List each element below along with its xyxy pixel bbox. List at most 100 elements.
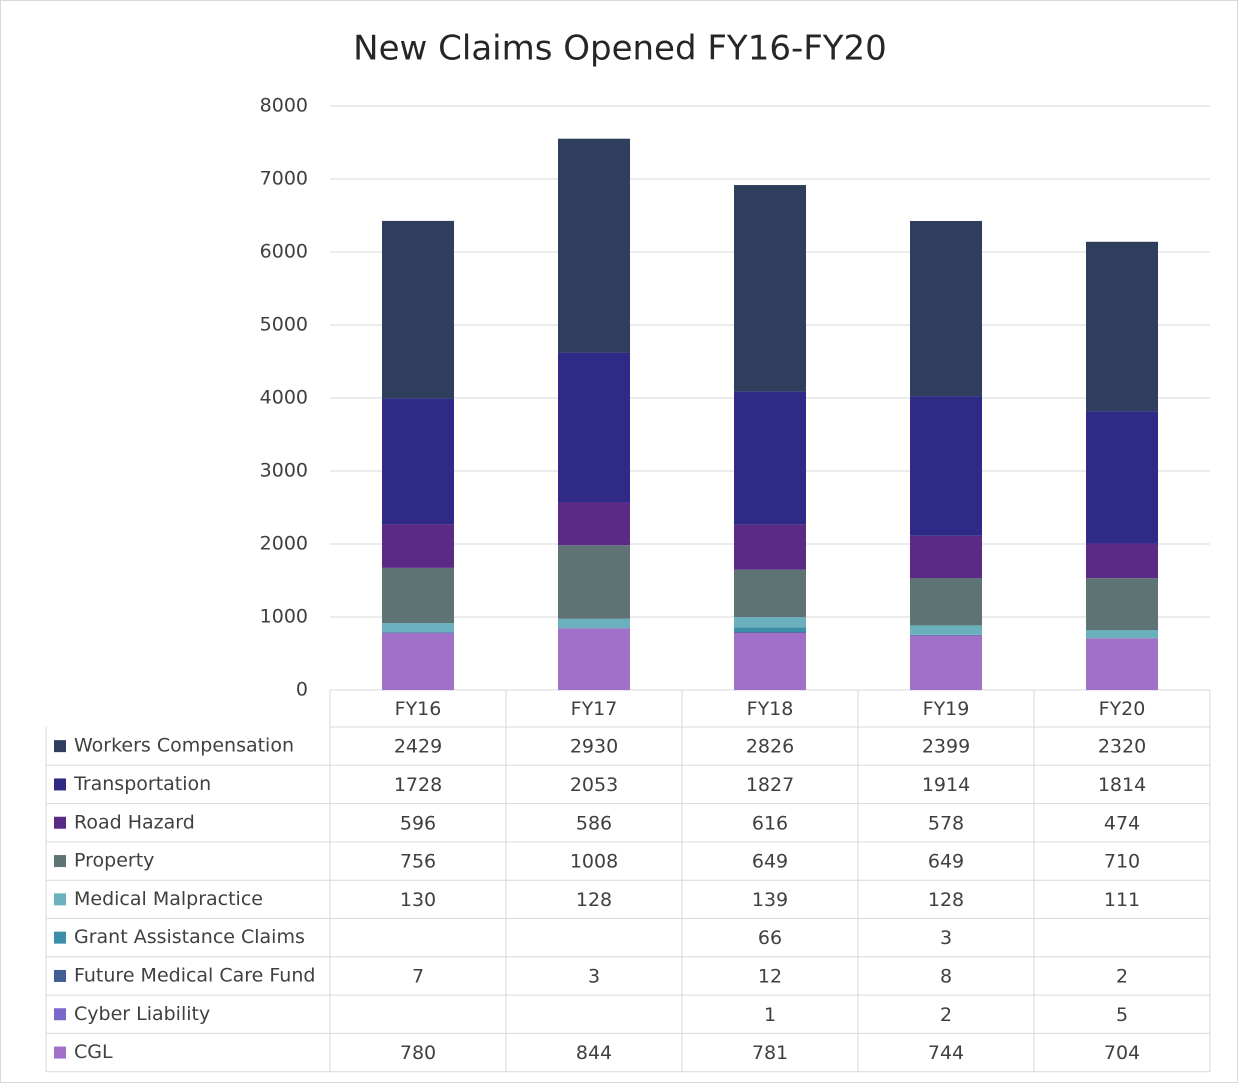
- x-tick-label: FY16: [395, 698, 442, 720]
- table-cell: 2826: [746, 736, 794, 758]
- y-tick-label: 1000: [260, 606, 308, 628]
- table-cell: 2320: [1098, 736, 1146, 758]
- bar-segment: [382, 398, 454, 524]
- bar-segment: [1086, 630, 1158, 638]
- table-cell: 2053: [570, 774, 618, 796]
- y-tick-label: 3000: [260, 460, 308, 482]
- legend-label: Future Medical Care Fund: [74, 964, 315, 986]
- legend-label: CGL: [74, 1041, 113, 1063]
- table-cell: 649: [752, 851, 788, 873]
- bar-segment: [734, 391, 806, 524]
- bar-segment: [910, 636, 982, 690]
- table-cell: 7: [412, 965, 424, 987]
- table-cell: 1914: [922, 774, 970, 796]
- table-cell: 128: [928, 889, 964, 911]
- legend-key: [54, 893, 66, 905]
- table-cell: 649: [928, 851, 964, 873]
- bar-segment: [382, 221, 454, 398]
- table-cell: 5: [1116, 1004, 1128, 1026]
- x-tick-label: FY20: [1099, 698, 1146, 720]
- legend-key: [54, 932, 66, 944]
- legend-label: Property: [74, 850, 154, 872]
- legend-label: Grant Assistance Claims: [74, 926, 305, 948]
- bar-segment: [382, 633, 454, 634]
- bar-segment: [734, 632, 806, 633]
- table-cell: 844: [576, 1042, 612, 1064]
- table-cell: 8: [940, 965, 952, 987]
- y-tick-label: 6000: [260, 241, 308, 263]
- bar-segment: [734, 570, 806, 617]
- table-cell: 66: [758, 927, 782, 949]
- table-cell: 474: [1104, 812, 1140, 834]
- bar-segment: [1086, 242, 1158, 411]
- y-tick-label: 2000: [260, 533, 308, 555]
- table-cell: 111: [1104, 889, 1140, 911]
- bar-segment: [1086, 639, 1158, 690]
- legend-label: Cyber Liability: [74, 1003, 210, 1025]
- y-tick-label: 7000: [260, 168, 308, 190]
- table-cell: 128: [576, 889, 612, 911]
- table-cell: 710: [1104, 851, 1140, 873]
- legend-key: [54, 1008, 66, 1020]
- bar-segment: [382, 524, 454, 568]
- legend-key: [54, 855, 66, 867]
- bar-segment: [1086, 411, 1158, 543]
- table-cell: 744: [928, 1042, 964, 1064]
- bar-segment: [734, 633, 806, 690]
- bar-segment: [558, 619, 630, 628]
- table-cell: 3: [588, 965, 600, 987]
- table-cell: 2: [940, 1004, 952, 1026]
- bar-segment: [1086, 578, 1158, 630]
- y-tick-label: 0: [296, 679, 308, 701]
- bar-segment: [382, 633, 454, 690]
- y-tick-label: 8000: [260, 95, 308, 117]
- legend-key: [54, 970, 66, 982]
- table-cell: 139: [752, 889, 788, 911]
- bar-segment: [558, 139, 630, 353]
- table-cell: 781: [752, 1042, 788, 1064]
- table-cell: 2429: [394, 736, 442, 758]
- y-tick-label: 5000: [260, 314, 308, 336]
- table-cell: 596: [400, 812, 436, 834]
- table-cell: 1728: [394, 774, 442, 796]
- legend-label: Road Hazard: [74, 811, 195, 833]
- table-cell: 1827: [746, 774, 794, 796]
- table-cell: 1: [764, 1004, 776, 1026]
- legend-label: Workers Compensation: [74, 735, 294, 757]
- table-cell: 2399: [922, 736, 970, 758]
- bar-segment: [382, 623, 454, 632]
- bar-segment: [910, 221, 982, 396]
- bar-segment: [558, 353, 630, 503]
- table-cell: 2930: [570, 736, 618, 758]
- table-cell: 3: [940, 927, 952, 949]
- x-tick-label: FY19: [923, 698, 970, 720]
- legend-key: [54, 778, 66, 790]
- legend-label: Transportation: [73, 773, 211, 795]
- bar-segment: [910, 635, 982, 636]
- x-tick-label: FY18: [747, 698, 794, 720]
- legend-key: [54, 1047, 66, 1059]
- table-cell: 2: [1116, 965, 1128, 987]
- y-tick-label: 4000: [260, 387, 308, 409]
- table-cell: 616: [752, 812, 788, 834]
- bar-segment: [382, 568, 454, 623]
- x-tick-label: FY17: [571, 698, 618, 720]
- bar-segment: [1086, 544, 1158, 579]
- table-cell: 12: [758, 965, 782, 987]
- table-cell: 578: [928, 812, 964, 834]
- table-cell: 1814: [1098, 774, 1146, 796]
- bar-segment: [734, 627, 806, 632]
- bar-segment: [910, 578, 982, 625]
- bar-segment: [910, 625, 982, 634]
- bar-segment: [734, 617, 806, 627]
- bar-segment: [910, 536, 982, 578]
- legend-label: Medical Malpractice: [74, 888, 263, 910]
- chart-title: New Claims Opened FY16-FY20: [353, 29, 887, 69]
- bar-segment: [558, 545, 630, 619]
- table-cell: 780: [400, 1042, 436, 1064]
- bar-segment: [558, 628, 630, 690]
- bar-segment: [910, 396, 982, 536]
- legend-key: [54, 740, 66, 752]
- legend-key: [54, 817, 66, 829]
